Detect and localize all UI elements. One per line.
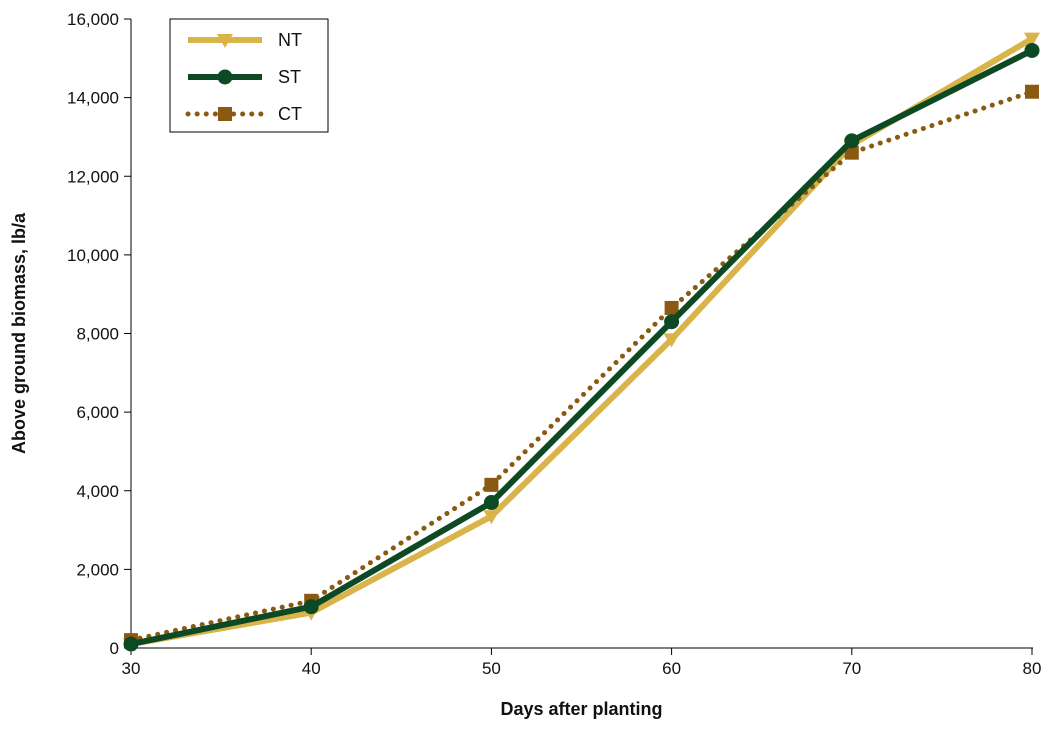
y-tick-label: 2,000 [76, 560, 119, 579]
x-tick-label: 40 [302, 659, 321, 678]
legend-item-st: ST [188, 67, 301, 87]
x-axis-title: Days after planting [500, 699, 662, 719]
series-line-st [130, 47, 1034, 648]
x-tick-label: 60 [662, 659, 681, 678]
x-tick-label: 50 [482, 659, 501, 678]
x-tick-label: 70 [842, 659, 861, 678]
legend: NT ST CT [169, 18, 329, 133]
x-tick-label: 30 [122, 659, 141, 678]
legend-marker-nt [217, 34, 233, 48]
series-st [123, 42, 1040, 652]
y-tick-label: 10,000 [67, 246, 119, 265]
y-tick-label: 14,000 [67, 89, 119, 108]
data-point-ct [1025, 84, 1039, 99]
y-tick-label: 4,000 [76, 482, 119, 501]
legend-marker-st [217, 69, 233, 85]
data-point-nt [1024, 32, 1040, 47]
legend-marker-ct [218, 107, 232, 121]
data-point-st [664, 314, 680, 330]
series-line-ct [128, 89, 1035, 643]
series-ct [124, 84, 1039, 648]
x-ticks: 30 40 50 60 70 80 [122, 648, 1042, 678]
legend-item-nt: NT [188, 30, 302, 50]
legend-label-ct: CT [278, 104, 302, 124]
y-tick-label: 16,000 [67, 10, 119, 29]
data-point-nt [663, 333, 680, 348]
legend-label-st: ST [278, 67, 301, 87]
y-tick-label: 6,000 [76, 403, 119, 422]
data-point-st [303, 599, 319, 615]
legend-items: NT ST CT [185, 30, 302, 124]
legend-label-nt: NT [278, 30, 302, 50]
y-axis-title: Above ground biomass, lb/a [9, 212, 29, 454]
data-point-ct [484, 477, 499, 492]
data-point-st [483, 495, 499, 511]
x-tick-label: 80 [1023, 659, 1042, 678]
y-tick-label: 8,000 [76, 325, 119, 344]
data-point-nt [483, 510, 500, 525]
y-ticks: 0 2,000 4,000 6,000 8,000 10,000 12,000 14,000 1… [67, 10, 131, 658]
data-point-st [1024, 42, 1040, 58]
data-point-st [123, 636, 139, 652]
y-tick-label: 12,000 [67, 167, 119, 186]
data-point-ct [844, 145, 859, 160]
legend-item-ct: CT [185, 104, 302, 124]
data-point-st [844, 133, 860, 149]
y-tick-label: 0 [110, 639, 119, 658]
data-point-ct [664, 300, 679, 315]
series-layer [123, 32, 1040, 653]
